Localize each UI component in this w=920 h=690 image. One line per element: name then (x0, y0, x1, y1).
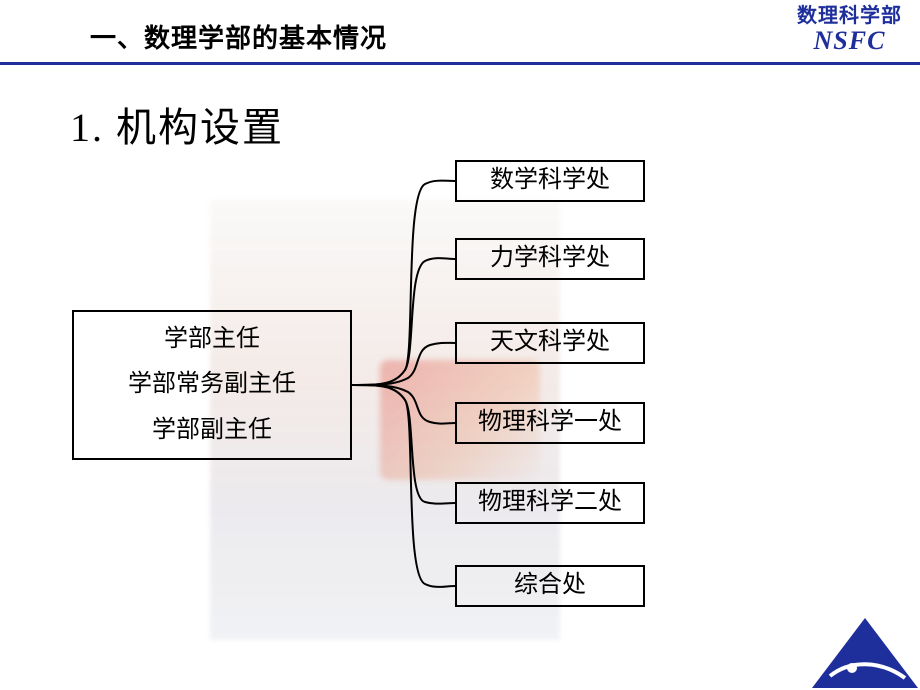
org-child-node: 力学科学处 (455, 238, 645, 280)
org-child-node: 数学科学处 (455, 160, 645, 202)
org-child-node: 天文科学处 (455, 322, 645, 364)
slide: 一、数理学部的基本情况 数理科学部 NSFC 1. 机构设置 学部主任 学部常务… (0, 0, 920, 690)
org-root-line: 学部常务副主任 (128, 362, 296, 408)
org-child-label: 力学科学处 (490, 236, 610, 282)
org-root-node: 学部主任 学部常务副主任 学部副主任 (72, 310, 352, 460)
header-logo-en: NSFC (797, 27, 902, 54)
header-title: 一、数理学部的基本情况 (90, 18, 387, 55)
section-title: 1. 机构设置 (70, 95, 284, 153)
org-child-label: 数学科学处 (490, 158, 610, 204)
org-child-label: 综合处 (514, 563, 586, 609)
org-child-node: 物理科学二处 (455, 482, 645, 524)
org-root-line: 学部副主任 (152, 408, 272, 454)
org-root-line: 学部主任 (164, 317, 260, 363)
org-child-label: 天文科学处 (490, 320, 610, 366)
header-logo-cn: 数理科学部 (797, 6, 902, 27)
header-logo: 数理科学部 NSFC (797, 6, 902, 54)
org-child-label: 物理科学一处 (478, 400, 622, 446)
org-child-node: 物理科学一处 (455, 402, 645, 444)
header-rule (0, 62, 920, 65)
org-child-node: 综合处 (455, 565, 645, 607)
org-child-label: 物理科学二处 (478, 480, 622, 526)
corner-logo-icon (810, 610, 920, 690)
